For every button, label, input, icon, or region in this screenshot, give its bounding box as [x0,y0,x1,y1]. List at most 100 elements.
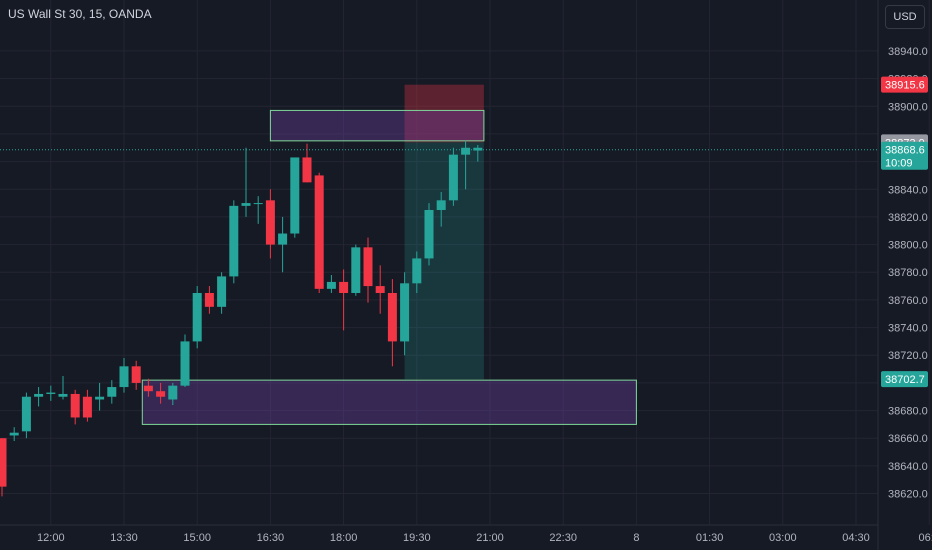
price-tick-label: 38620.0 [888,489,928,501]
current-price-badge-text: 38868.6 [885,145,925,157]
candle-body [143,385,153,392]
current-price-badge [881,141,928,170]
candle [34,387,44,407]
price-tick-label: 38840.0 [888,184,928,196]
price-tick-label: 38680.0 [888,406,928,418]
candle [387,279,397,367]
candle [95,382,105,411]
candle [82,389,92,422]
candle [375,265,385,314]
candle-body [107,387,117,397]
candle-body [9,432,19,436]
time-tick-label: 06:0 [918,532,932,544]
target-price-badge-text: 38702.7 [885,374,925,386]
candle-body [351,247,361,293]
candle [21,392,31,439]
candle [314,172,324,293]
candle-body [473,147,483,151]
candle [241,147,251,217]
candle [70,389,80,425]
candle-body [278,233,288,245]
candle-body [168,385,178,400]
candle-body [375,286,385,293]
candle-body [290,157,300,234]
candle-body [21,396,31,432]
candle-body [119,366,129,388]
price-tick-label: 38800.0 [888,240,928,252]
candle-body [82,396,92,418]
candle [107,380,117,404]
candle-body [461,147,471,155]
stop-price-badge [881,76,928,93]
candle [448,147,458,206]
candle [143,378,153,397]
time-tick-label: 01:30 [696,532,724,544]
time-tick-label: 16:30 [257,532,285,544]
candle [58,375,68,400]
candle-body [58,393,68,397]
time-tick-label: 21:00 [476,532,504,544]
candle-body [46,392,56,394]
candle [168,382,178,406]
price-tick-label: 38900.0 [888,101,928,113]
candle [461,140,471,190]
candle-body [314,175,324,289]
candle-body [131,366,141,383]
candle [363,237,373,303]
candle [265,189,275,259]
candle-body [204,292,214,307]
demand-zone [141,379,637,425]
candle [229,200,239,284]
symbol-title[interactable]: US Wall St 30, 15, OANDA [8,7,152,21]
time-tick-label: 04:30 [842,532,870,544]
candle [9,427,19,441]
candle-body [192,292,202,342]
candle [119,358,129,393]
candle-body [34,393,44,397]
candle [217,272,227,314]
countdown-text: 10:09 [885,158,913,170]
candle-body [363,247,373,287]
candle-body [448,154,458,201]
candle-body [95,396,105,400]
time-tick-label: 03:00 [769,532,797,544]
candle [278,216,288,273]
candle [290,157,300,238]
time-tick-label: 8 [633,532,639,544]
time-tick-label: 22:30 [549,532,577,544]
candle [253,196,263,224]
candle-body [70,393,80,418]
candle-body [241,203,251,206]
candle [0,438,7,497]
candle [473,144,483,162]
candle [131,360,141,390]
stop-price-badge-text: 38915.6 [885,80,925,92]
target-price-badge [881,371,928,388]
currency-button[interactable]: USD [885,5,925,29]
time-tick-label: 19:30 [403,532,431,544]
candle-body [156,391,166,397]
candle [156,382,166,404]
price-tick-label: 38780.0 [888,267,928,279]
candle [339,269,349,331]
supply-zone [269,109,485,142]
candle [326,275,336,293]
candle [436,192,446,227]
candle-body [326,281,336,289]
candle-body [302,157,312,183]
candle-body [229,205,239,277]
candle [424,203,434,266]
time-tick-label: 12:00 [37,532,65,544]
candle-body [0,438,7,487]
price-tick-label: 38660.0 [888,433,928,445]
candle-body [253,203,263,205]
time-tick-label: 15:00 [183,532,211,544]
candle [46,385,56,401]
candle-body [180,341,190,386]
candle-body [265,200,275,245]
price-tick-label: 38760.0 [888,295,928,307]
candle-body [412,258,422,284]
candle [180,334,190,388]
